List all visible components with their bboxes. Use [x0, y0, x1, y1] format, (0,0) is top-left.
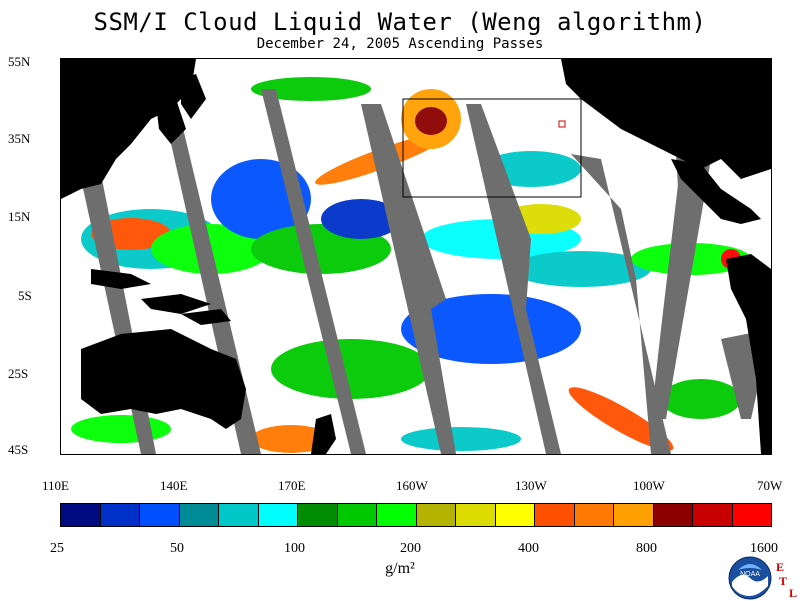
- lon-label-70w: 70W: [757, 478, 783, 493]
- colorbar-label-1600: 1600: [750, 541, 778, 556]
- colorbar-swatch-13: [574, 504, 614, 526]
- colorbar-label-400: 400: [518, 541, 539, 556]
- map-panel: [60, 58, 772, 455]
- colorbar-swatch-9: [416, 504, 456, 526]
- region-box: [402, 98, 582, 198]
- colorbar-swatch-1: [100, 504, 140, 526]
- colorbar-label-25: 25: [50, 541, 64, 556]
- colorbar-label-800: 800: [636, 541, 657, 556]
- colorbar-swatch-0: [61, 504, 101, 526]
- colorbar-units: g/m²: [385, 560, 415, 577]
- colorbar-swatch-17: [732, 504, 771, 526]
- lat-label-45s: 45S: [8, 442, 29, 457]
- lon-label-140e: 140E: [160, 478, 188, 493]
- colorbar-swatch-10: [456, 504, 496, 526]
- colorbar-label-200: 200: [400, 541, 421, 556]
- lat-label-25s: 25S: [8, 366, 29, 381]
- etl-letter-l: L: [789, 586, 798, 600]
- lon-label-160w: 160W: [396, 478, 428, 493]
- colorbar-label-100: 100: [284, 541, 305, 556]
- lat-label-55n: 55N: [8, 54, 31, 69]
- etl-letter-e: E: [776, 560, 785, 574]
- colorbar-swatch-11: [495, 504, 535, 526]
- colorbar-swatch-8: [377, 504, 417, 526]
- colorbar-swatch-6: [298, 504, 338, 526]
- lat-label-5s: 5S: [18, 288, 32, 303]
- colorbar-swatch-2: [140, 504, 180, 526]
- noaa-logo-icon: NOAA: [728, 556, 772, 600]
- colorbar-swatch-16: [693, 504, 733, 526]
- map-svg: [61, 59, 771, 454]
- small-region-box: [558, 120, 566, 128]
- colorbar-swatch-12: [535, 504, 575, 526]
- lon-label-170e: 170E: [278, 478, 306, 493]
- colorbar-swatch-3: [179, 504, 219, 526]
- noaa-logo-text: NOAA: [740, 571, 760, 578]
- colorbar-swatch-4: [219, 504, 259, 526]
- lon-label-110e: 110E: [42, 478, 69, 493]
- colorbar-swatch-15: [653, 504, 693, 526]
- etl-letter-t: T: [779, 574, 788, 588]
- colorbar-swatch-7: [337, 504, 377, 526]
- lat-label-35n: 35N: [8, 131, 31, 146]
- lat-label-15n: 15N: [8, 209, 31, 224]
- colorbar-label-50: 50: [170, 541, 184, 556]
- lon-label-130w: 130W: [515, 478, 547, 493]
- map-title: SSM/I Cloud Liquid Water (Weng algorithm…: [93, 8, 707, 36]
- lon-label-100w: 100W: [633, 478, 665, 493]
- colorbar-swatch-14: [614, 504, 654, 526]
- land-masses: [61, 59, 771, 454]
- map-subtitle: December 24, 2005 Ascending Passes: [256, 36, 544, 52]
- colorbar-swatch-5: [258, 504, 298, 526]
- colorbar: [60, 503, 772, 527]
